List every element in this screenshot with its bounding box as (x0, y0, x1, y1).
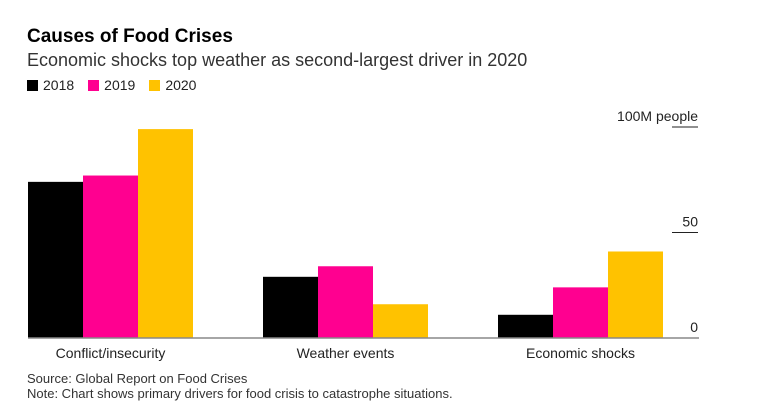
bar-2018-0 (28, 181, 83, 338)
x-tick-label: Weather events (297, 345, 395, 361)
legend-swatch (88, 79, 100, 91)
bar-2019-1 (318, 266, 373, 338)
chart-note: Note: Chart shows primary drivers for fo… (27, 386, 453, 401)
legend-label: 2020 (165, 77, 197, 93)
y-tick-label: 50 (682, 214, 698, 230)
legend: 2018 2019 2020 (27, 77, 196, 93)
bar-2020-2 (608, 251, 663, 338)
legend-swatch (149, 79, 161, 91)
bar-2020-0 (138, 129, 193, 338)
x-tick-label: Conflict/insecurity (56, 345, 166, 361)
chart-title: Causes of Food Crises (27, 26, 233, 47)
bar-2018-2 (498, 314, 553, 338)
bar-2019-2 (553, 287, 608, 338)
chart-subtitle: Economic shocks top weather as second-la… (27, 50, 528, 70)
x-tick-label: Economic shocks (526, 345, 635, 361)
bar-2019-0 (83, 175, 138, 338)
legend-label: 2019 (104, 77, 136, 93)
legend-swatch (27, 79, 38, 91)
legend-item-2018: 2018 (27, 77, 74, 93)
legend-item-2019: 2019 (88, 77, 135, 93)
y-tick-label: 0 (690, 319, 698, 335)
legend-label: 2018 (43, 77, 75, 93)
source-note: Source: Global Report on Food Crises (27, 371, 248, 386)
bar-2020-1 (373, 304, 428, 338)
legend-item-2020: 2020 (149, 77, 196, 93)
y-tick-label: 100M people (617, 108, 698, 124)
bar-2018-1 (263, 276, 318, 338)
